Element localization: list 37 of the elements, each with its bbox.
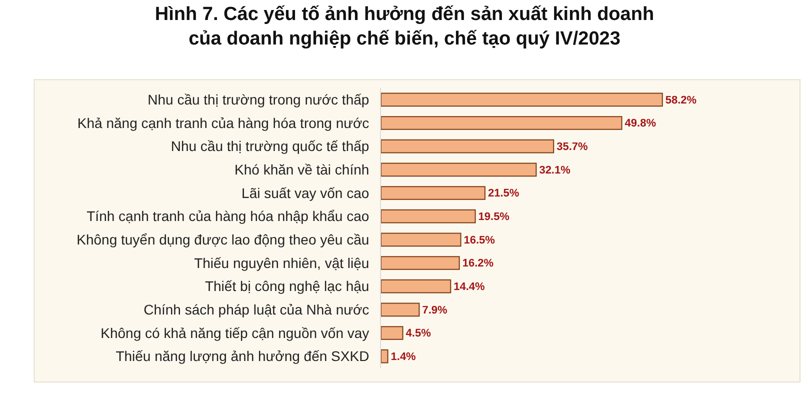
data-label: 35.7% [556,141,588,153]
y-tick-label: Nhu cầu thị trường trong nước thấp [148,92,370,108]
bar [381,349,388,364]
y-tick-label: Thiết bị công nghệ lạc hậu [204,278,370,294]
bar [381,256,460,270]
y-tick-label: Khó khăn về tài chính [234,162,370,178]
y-tick-label: Khả năng cạnh tranh của hàng hóa trong nước [77,114,370,131]
data-label: 21.5% [488,188,520,200]
bar [381,279,452,294]
chart-title: Hình 7. Các yếu tố ảnh hưởng đến sản xuất kinh doanh của doanh nghiệp chế biến, chế tạo quý IV/2023 [154,4,654,50]
data-label: 32.1% [539,164,571,176]
bar [381,302,420,317]
y-tick-label: Tính cạnh tranh của hàng hóa nhập khẩu cao [86,208,370,224]
y-tick-label: Chính sách pháp luật của Nhà nước [144,302,370,318]
bar [381,209,476,224]
y-tick-label: Không tuyển dụng được lao động theo yêu cầu [76,232,370,248]
data-label: 4.5% [406,328,432,340]
bar [381,326,404,340]
data-label: 16.5% [464,234,496,246]
data-label: 58.2% [665,94,697,106]
bar [381,186,486,200]
data-label: 7.9% [422,304,448,316]
bar [381,232,462,247]
data-label: 1.4% [390,351,416,363]
bar [381,116,622,130]
y-tick-label: Lãi suất vay vốn cao [242,184,370,201]
data-label: 16.2% [462,258,494,270]
data-label: 14.4% [454,281,486,293]
data-label: 19.5% [478,211,510,223]
bar [381,92,663,107]
y-tick-label: Thiếu năng lượng ảnh hưởng đến SXKD [116,348,370,364]
data-label: 49.8% [624,118,656,130]
y-tick-label: Thiếu nguyên nhiên, vật liệu [194,254,370,271]
bar [381,139,554,154]
bar [381,162,537,177]
y-tick-label: Không có khả năng tiếp cận nguồn vốn vay [100,324,370,341]
y-tick-label: Nhu cầu thị trường quốc tế thấp [170,138,370,154]
